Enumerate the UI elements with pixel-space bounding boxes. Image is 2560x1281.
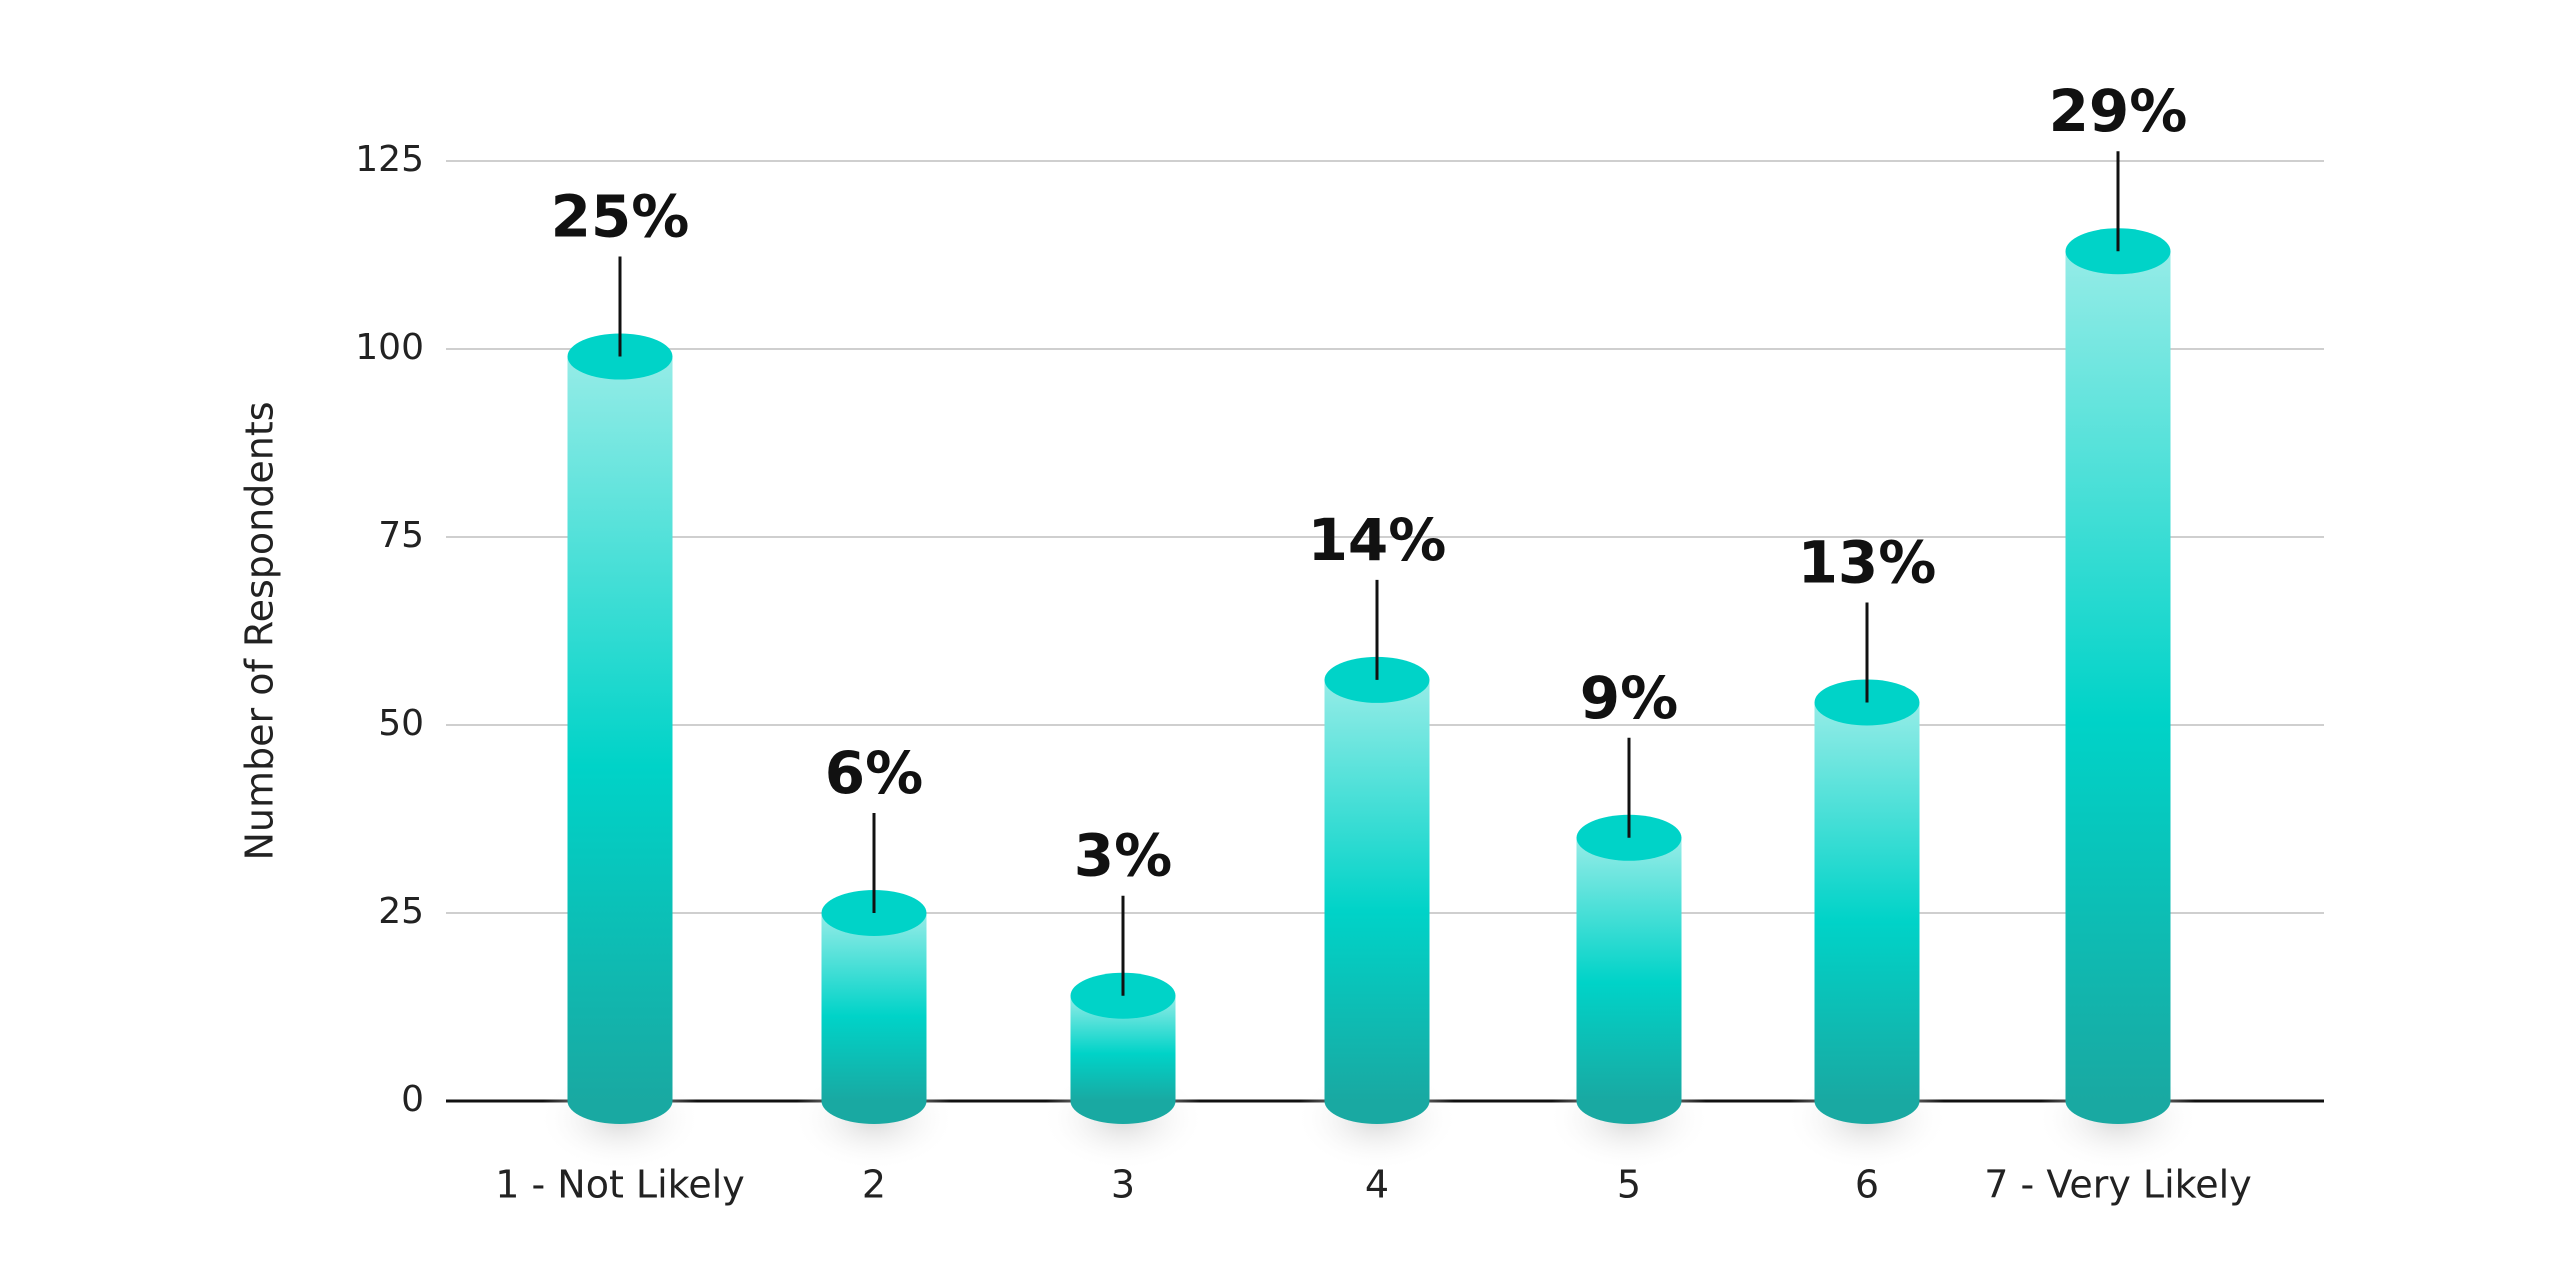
data-label: 9%: [1580, 664, 1678, 732]
x-tick-label: 1 - Not Likely: [495, 1163, 745, 1207]
data-label: 25%: [551, 183, 690, 251]
data-label: 13%: [1798, 528, 1937, 596]
data-label: 6%: [825, 739, 923, 807]
y-tick-label: 50: [378, 703, 424, 744]
y-tick-label: 100: [355, 327, 424, 368]
bar: [567, 356, 673, 1101]
y-tick-label: 25: [378, 891, 424, 932]
x-tick-label: 6: [1855, 1163, 1879, 1207]
bar: [1814, 702, 1920, 1101]
bar: [1324, 679, 1430, 1101]
data-label: 29%: [2049, 77, 2188, 145]
x-tick-label: 7 - Very Likely: [1984, 1163, 2251, 1207]
x-tick-label: 4: [1365, 1163, 1389, 1207]
bar: [821, 913, 927, 1101]
bar: [1576, 837, 1682, 1101]
y-tick-label: 75: [378, 515, 424, 556]
y-axis-label: Number of Respondents: [238, 401, 282, 860]
x-tick-label: 3: [1111, 1163, 1135, 1207]
data-label: 3%: [1074, 822, 1172, 890]
x-tick-label: 5: [1617, 1163, 1641, 1207]
y-tick-label: 125: [355, 139, 424, 180]
bar: [2065, 251, 2171, 1102]
x-tick-label: 2: [862, 1163, 886, 1207]
data-label: 14%: [1308, 506, 1447, 574]
y-tick-label: 0: [401, 1079, 424, 1120]
